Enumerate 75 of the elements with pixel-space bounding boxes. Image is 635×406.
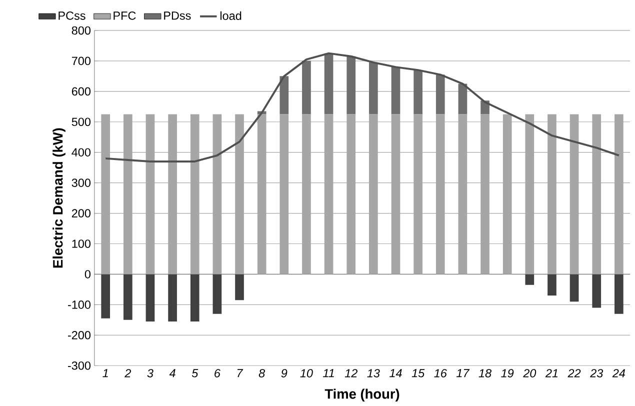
- bar: [391, 114, 400, 274]
- bar: [458, 84, 468, 114]
- x-tick-label: 11: [322, 369, 334, 378]
- bar: [302, 114, 311, 274]
- y-tick-label: -100: [68, 300, 91, 309]
- y-tick-label: 400: [72, 148, 91, 157]
- x-tick-label: 1: [102, 369, 108, 378]
- bar: [592, 114, 602, 274]
- x-tick-label: 9: [281, 369, 288, 378]
- x-tick-label: 16: [434, 369, 447, 378]
- legend-label: PDss: [164, 12, 191, 20]
- bar: [235, 114, 244, 274]
- x-tick-label: 8: [258, 369, 266, 378]
- y-tick-label: 0: [84, 270, 91, 278]
- y-tick-label: 500: [72, 118, 91, 126]
- legend-label: load: [220, 11, 242, 20]
- x-tick-label: 22: [568, 369, 581, 378]
- bar: [391, 67, 400, 114]
- bar: [123, 114, 132, 274]
- bar: [414, 114, 422, 274]
- y-tick-label: 800: [72, 26, 91, 35]
- x-tick-label: 20: [523, 369, 536, 378]
- bar: [257, 114, 266, 274]
- bar: [614, 114, 624, 274]
- bar: [436, 74, 445, 114]
- x-tick-label: 10: [300, 369, 313, 378]
- x-tick-label: 15: [412, 369, 425, 378]
- x-tick-label: 23: [590, 369, 604, 378]
- bar: [101, 114, 110, 274]
- y-tick-label: 300: [72, 178, 91, 187]
- bar: [525, 114, 534, 274]
- legend-label: PCss: [58, 12, 86, 20]
- bar: [436, 114, 445, 274]
- bar: [324, 114, 334, 274]
- bar: [146, 114, 155, 274]
- bar: [414, 70, 422, 114]
- bar: [458, 114, 468, 274]
- y-tick-label: 700: [72, 56, 91, 66]
- x-tick-label: 12: [344, 369, 358, 378]
- y-tick-label: 600: [72, 87, 91, 96]
- x-tick-label: 19: [501, 369, 514, 378]
- y-tick-label: -300: [68, 362, 91, 370]
- bar: [346, 114, 356, 274]
- x-tick-label: 24: [612, 369, 626, 378]
- bar: [480, 114, 490, 274]
- bar: [502, 114, 512, 274]
- x-tick-label: 17: [456, 369, 470, 378]
- bar: [212, 114, 222, 274]
- bar: [369, 114, 378, 274]
- x-tick-label: 18: [478, 369, 492, 378]
- bar: [302, 60, 311, 114]
- y-tick-label: -200: [68, 331, 91, 340]
- x-tick-label: 4: [169, 369, 176, 378]
- x-axis-title: Time (hour): [324, 388, 400, 402]
- x-tick-label: 13: [367, 369, 380, 378]
- bar: [324, 53, 334, 114]
- x-tick-label: 21: [545, 369, 558, 378]
- y-tick-label: 100: [72, 240, 91, 248]
- x-tick-label: 5: [192, 369, 198, 378]
- bar: [280, 76, 289, 114]
- x-tick-label: 14: [390, 369, 402, 378]
- y-tick-label: 200: [72, 209, 91, 218]
- x-tick-label: 3: [147, 369, 154, 378]
- x-tick-label: 7: [237, 369, 244, 378]
- bar: [168, 114, 177, 274]
- bar: [190, 114, 200, 274]
- legend-label: PFC: [114, 12, 136, 20]
- bar: [280, 114, 289, 274]
- y-axis-title: Electric Demand (kW): [52, 128, 66, 268]
- bar: [548, 114, 556, 274]
- bar: [346, 56, 356, 114]
- x-tick-label: 6: [214, 369, 220, 378]
- x-tick-label: 2: [124, 369, 131, 378]
- bar: [369, 62, 378, 114]
- bar: [570, 114, 579, 274]
